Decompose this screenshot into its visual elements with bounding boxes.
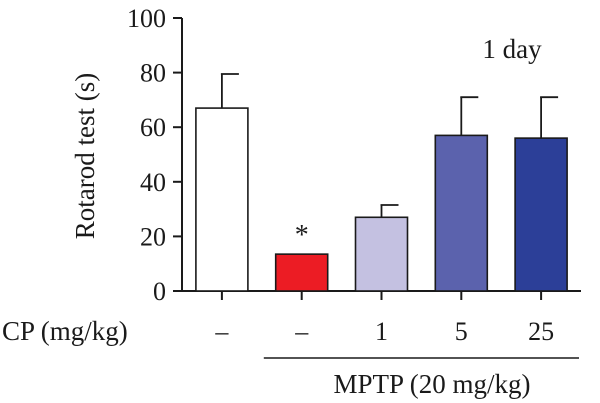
y-axis-label: Rotarod test (s) <box>70 73 100 239</box>
x-tick-label: 5 <box>455 317 468 346</box>
chart-annotation: 1 day <box>482 34 542 64</box>
significance-marker: * <box>295 220 309 251</box>
y-tick-label: 0 <box>153 277 166 306</box>
y-tick-label: 20 <box>140 222 166 251</box>
bar-4 <box>434 134 489 292</box>
category-axis-label: CP (mg/kg) <box>2 316 128 346</box>
y-tick-label: 60 <box>140 113 166 142</box>
bar-1 <box>195 107 249 292</box>
x-tick-label: – <box>214 317 229 346</box>
y-tick-label: 80 <box>140 59 166 88</box>
x-tick-label: 1 <box>375 317 388 346</box>
y-tick-label: 40 <box>140 168 166 197</box>
group-label: MPTP (20 mg/kg) <box>333 369 530 399</box>
bar-3 <box>354 216 409 292</box>
y-tick-label: 100 <box>127 4 166 33</box>
bar-2 <box>274 253 329 292</box>
bar-5 <box>514 137 568 292</box>
x-tick-label: – <box>294 317 309 346</box>
x-tick-label: 25 <box>528 317 554 346</box>
